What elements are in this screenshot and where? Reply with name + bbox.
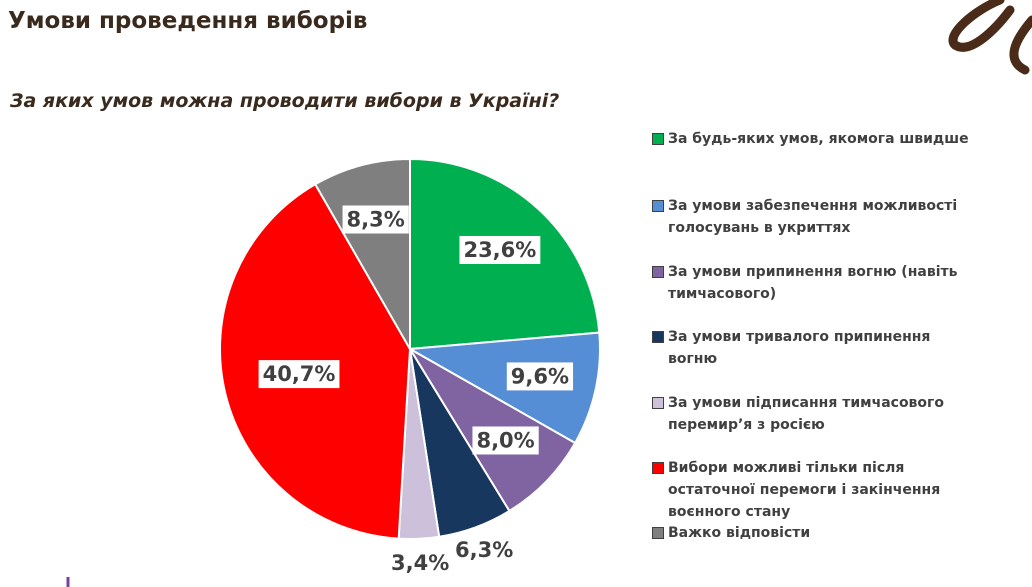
label-box — [258, 360, 340, 389]
subtitle: За яких умов можна проводити вибори в Ук… — [10, 90, 560, 112]
legend-swatch — [652, 331, 664, 343]
legend-label: За умови підписання тимчасового перемир’… — [668, 395, 944, 433]
legend-item: За умови підписання тимчасового перемир’… — [652, 392, 982, 436]
legend-label: Вибори можливі тільки після остаточної п… — [668, 460, 941, 520]
data-label: 40,7% — [263, 362, 336, 386]
legend-item: За умови припинення вогню (навіть тимчас… — [652, 261, 982, 305]
legend-label: За будь-яких умов, якомога швидше — [668, 131, 969, 147]
label-box — [342, 205, 409, 234]
legend-label: Важко відповісти — [668, 525, 811, 541]
legend-item: Важко відповісти — [652, 522, 982, 544]
legend-swatch — [652, 133, 664, 145]
legend-label: За умови припинення вогню (навіть тимчас… — [668, 264, 958, 302]
data-label: 8,0% — [476, 428, 534, 452]
label-box — [459, 235, 541, 264]
legend-label: За умови забезпечення можливості голосув… — [668, 198, 958, 236]
label-box — [506, 362, 574, 391]
pie-slice — [406, 331, 601, 445]
legend-swatch — [652, 462, 664, 474]
legend-swatch — [652, 266, 664, 278]
legend-label: За умови тривалого припинення вогню — [668, 329, 931, 367]
legend-swatch — [652, 397, 664, 409]
decoration — [948, 0, 1032, 75]
label-box — [472, 426, 539, 455]
data-label: 8,3% — [347, 208, 405, 232]
data-label: 3,4% — [391, 551, 449, 575]
legend-item: За умови тривалого припинення вогню — [652, 326, 982, 370]
legend-swatch — [652, 200, 664, 212]
legend-item: Вибори можливі тільки після остаточної п… — [652, 457, 982, 523]
legend-item: За будь-яких умов, якомога швидше — [652, 128, 982, 150]
legend-item: За умови забезпечення можливості голосув… — [652, 195, 982, 239]
data-label: 6,3% — [455, 538, 513, 562]
title: Умови проведення виборів — [8, 8, 368, 34]
data-label: 23,6% — [463, 238, 536, 262]
data-label: 9,6% — [511, 364, 569, 388]
legend-swatch — [652, 527, 664, 539]
